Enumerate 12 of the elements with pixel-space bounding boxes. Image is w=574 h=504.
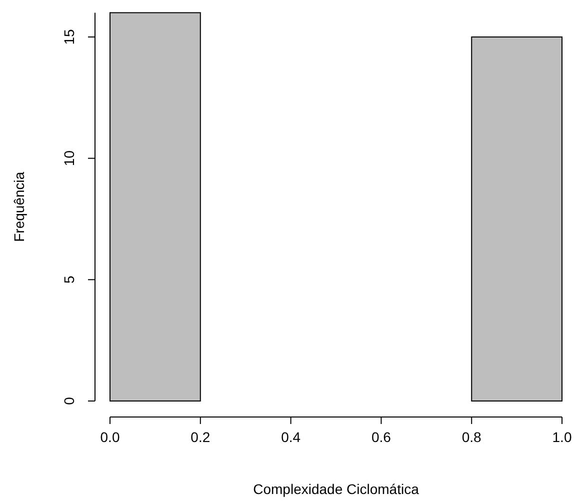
x-tick-label: 1.0	[552, 429, 572, 445]
x-tick-label: 0.8	[462, 429, 482, 445]
x-axis-title: Complexidade Ciclomática	[253, 481, 420, 497]
y-tick-label: 5	[61, 276, 77, 284]
y-tick-label: 15	[61, 28, 77, 45]
x-tick-label: 0.6	[371, 429, 392, 445]
y-tick-label: 10	[61, 150, 77, 166]
y-axis-title: Frequência	[11, 172, 27, 242]
x-tick-label: 0.0	[100, 429, 120, 445]
x-tick-label: 0.2	[190, 429, 210, 445]
y-tick-label: 0	[61, 396, 77, 405]
x-tick-label: 0.4	[281, 429, 301, 445]
